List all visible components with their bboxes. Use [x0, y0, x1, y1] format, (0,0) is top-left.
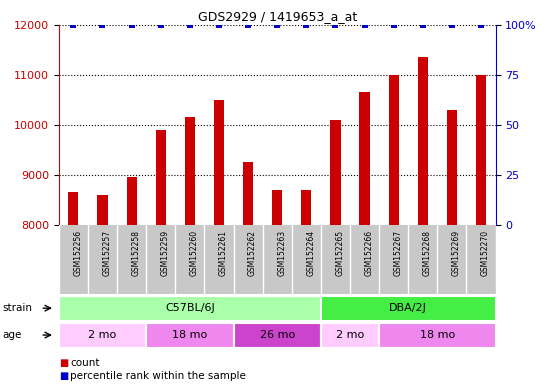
Text: ■: ■: [59, 358, 68, 368]
Bar: [389, 75, 399, 225]
Bar: [476, 75, 486, 225]
Bar: [379, 323, 496, 348]
Text: GSM152257: GSM152257: [102, 230, 111, 276]
Text: GSM152265: GSM152265: [335, 230, 344, 276]
Text: GSM152258: GSM152258: [132, 230, 141, 276]
Text: GSM152266: GSM152266: [365, 230, 374, 276]
Text: 26 mo: 26 mo: [260, 330, 295, 340]
Bar: [272, 190, 282, 225]
Text: GSM152256: GSM152256: [73, 230, 82, 276]
Text: GSM152259: GSM152259: [161, 230, 170, 276]
Text: C57BL/6J: C57BL/6J: [165, 303, 214, 313]
Bar: [59, 323, 146, 348]
Text: count: count: [70, 358, 100, 368]
Bar: [146, 323, 234, 348]
Text: GDS2929 / 1419653_a_at: GDS2929 / 1419653_a_at: [198, 10, 357, 23]
Text: strain: strain: [3, 303, 33, 313]
Text: GSM152269: GSM152269: [452, 230, 461, 276]
Text: DBA/2J: DBA/2J: [389, 303, 427, 313]
Text: 2 mo: 2 mo: [88, 330, 116, 340]
Bar: [243, 162, 253, 225]
Bar: [97, 195, 108, 225]
Bar: [156, 130, 166, 225]
Text: 2 mo: 2 mo: [336, 330, 364, 340]
Text: GSM152263: GSM152263: [277, 230, 286, 276]
Text: age: age: [3, 330, 22, 340]
Bar: [321, 296, 496, 321]
Bar: [321, 323, 379, 348]
Bar: [68, 192, 78, 225]
Bar: [214, 100, 224, 225]
Bar: [301, 190, 311, 225]
Text: GSM152268: GSM152268: [423, 230, 432, 276]
Bar: [127, 177, 137, 225]
Bar: [59, 296, 321, 321]
Text: 18 mo: 18 mo: [172, 330, 207, 340]
Text: GSM152264: GSM152264: [306, 230, 315, 276]
Bar: [234, 323, 321, 348]
Text: GSM152260: GSM152260: [190, 230, 199, 276]
Text: GSM152261: GSM152261: [219, 230, 228, 276]
Bar: [360, 92, 370, 225]
Text: GSM152267: GSM152267: [394, 230, 403, 276]
Text: ■: ■: [59, 371, 68, 381]
Text: 18 mo: 18 mo: [420, 330, 455, 340]
Bar: [418, 57, 428, 225]
Bar: [330, 120, 340, 225]
Text: percentile rank within the sample: percentile rank within the sample: [70, 371, 246, 381]
Bar: [185, 117, 195, 225]
Text: GSM152262: GSM152262: [248, 230, 257, 276]
Bar: [447, 110, 457, 225]
Text: GSM152270: GSM152270: [481, 230, 490, 276]
